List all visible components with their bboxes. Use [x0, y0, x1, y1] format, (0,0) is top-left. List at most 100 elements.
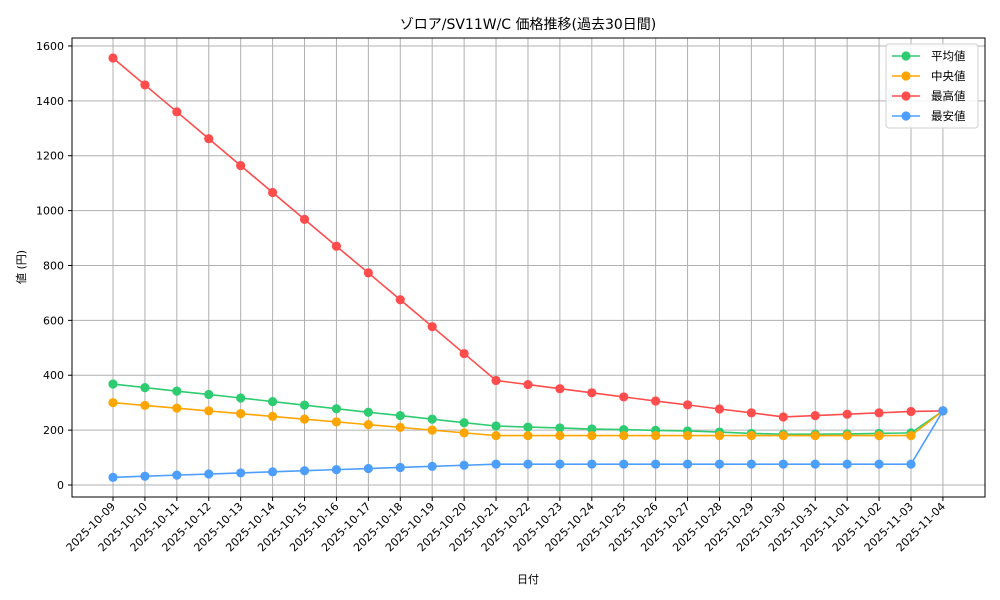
data-point — [363, 463, 373, 474]
series-中央値 — [108, 398, 948, 441]
legend-marker-icon — [901, 91, 911, 101]
data-point — [140, 80, 150, 90]
data-point — [842, 431, 852, 441]
data-point — [491, 421, 501, 431]
data-point — [299, 466, 310, 476]
data-point — [204, 134, 214, 144]
data-point — [427, 461, 437, 471]
data-point — [810, 459, 820, 469]
legend-label: 中央値 — [931, 69, 966, 83]
legend-item: 最安値 — [892, 109, 966, 123]
data-point — [108, 472, 118, 482]
data-point — [651, 431, 661, 441]
data-point — [682, 400, 693, 410]
data-point — [587, 459, 597, 469]
data-point — [778, 431, 788, 441]
data-point — [268, 187, 278, 198]
data-point — [874, 408, 884, 418]
y-tick-label: 400 — [43, 369, 64, 382]
data-point — [427, 425, 437, 435]
data-point — [938, 406, 948, 416]
data-point — [140, 400, 150, 411]
data-point — [459, 428, 469, 438]
data-point — [459, 460, 469, 470]
data-point — [587, 424, 597, 434]
data-point — [268, 411, 278, 421]
y-axis: 0 200 400 600 800 1000 1200 1400 1600 — [36, 40, 72, 492]
legend-marker-icon — [901, 111, 911, 121]
data-point — [842, 409, 852, 419]
legend-item: 中央値 — [892, 69, 966, 83]
data-point — [619, 459, 629, 469]
data-point — [778, 459, 788, 469]
data-point — [236, 409, 246, 419]
data-point — [523, 379, 533, 390]
data-point — [555, 423, 565, 433]
data-point — [714, 459, 725, 469]
data-point — [108, 379, 118, 389]
data-point — [714, 404, 725, 414]
data-point — [874, 459, 884, 469]
data-point — [651, 396, 661, 406]
data-point — [108, 398, 118, 408]
data-point — [587, 431, 597, 441]
data-point — [906, 459, 916, 469]
data-point — [140, 382, 150, 393]
data-point — [587, 388, 597, 398]
data-point — [172, 107, 182, 117]
data-point — [619, 392, 629, 402]
data-point — [746, 431, 757, 441]
data-point — [491, 375, 501, 386]
data-point — [746, 408, 757, 418]
data-point — [108, 53, 118, 63]
data-point — [172, 403, 182, 413]
y-tick-label: 1000 — [36, 205, 64, 218]
data-point — [874, 431, 884, 441]
data-point — [268, 396, 278, 407]
data-point — [651, 459, 661, 469]
data-point — [204, 469, 214, 479]
y-tick-label: 1400 — [36, 95, 64, 108]
data-point — [236, 468, 246, 478]
chart-title: ゾロア/SV11W/C 価格推移(過去30日間) — [400, 17, 657, 33]
data-point — [363, 420, 373, 430]
data-point — [363, 268, 373, 278]
data-point — [906, 406, 916, 417]
legend-label: 平均値 — [931, 49, 966, 63]
y-tick-label: 200 — [43, 424, 64, 437]
data-point — [268, 467, 278, 477]
data-point — [331, 404, 342, 414]
data-point — [140, 471, 150, 481]
data-point — [299, 214, 310, 224]
data-point — [778, 412, 788, 422]
data-point — [619, 431, 629, 441]
data-point — [523, 422, 533, 432]
y-tick-label: 600 — [43, 314, 64, 327]
series-最安値 — [108, 406, 948, 482]
legend-label: 最安値 — [931, 109, 966, 123]
x-axis: 2025-10-092025-10-102025-10-112025-10-12… — [64, 497, 948, 554]
data-point — [459, 418, 469, 428]
data-point — [523, 459, 533, 469]
data-point — [299, 400, 310, 410]
data-point — [459, 348, 469, 359]
data-point — [682, 459, 693, 469]
series-最高値 — [108, 53, 948, 422]
y-tick-label: 0 — [57, 479, 64, 492]
data-point — [172, 470, 182, 480]
series-lines — [108, 53, 948, 482]
data-point — [682, 431, 693, 441]
data-point — [810, 431, 820, 441]
legend-marker-icon — [901, 51, 911, 61]
data-point — [491, 431, 501, 441]
data-point — [555, 431, 565, 441]
data-point — [331, 465, 342, 475]
legend-frame — [885, 43, 979, 129]
data-point — [906, 431, 916, 441]
data-point — [395, 422, 405, 432]
data-point — [427, 322, 437, 332]
data-point — [523, 431, 533, 441]
legend-marker-icon — [901, 71, 911, 81]
